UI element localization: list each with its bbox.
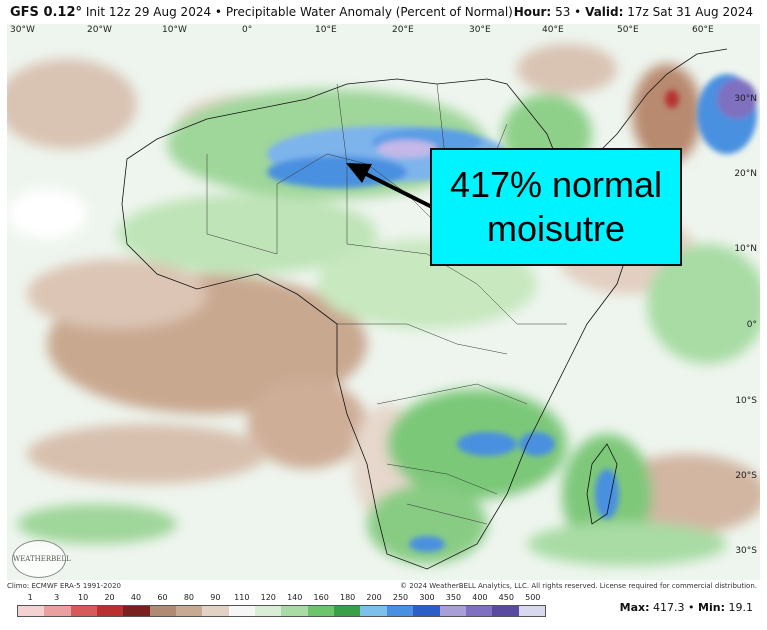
max-value: 417.3	[653, 601, 685, 614]
color-scale-swatch	[281, 606, 308, 616]
color-scale-label: 300	[419, 593, 435, 602]
longitude-label: 20°E	[392, 25, 414, 35]
color-scale-swatch	[44, 606, 71, 616]
latitude-label: 20°S	[735, 471, 757, 481]
max-min-stats: Max: 417.3 • Min: 19.1	[620, 601, 753, 614]
valid-time: 17z Sat 31 Aug 2024	[627, 5, 753, 19]
forecast-time: Hour: 53 • Valid: 17z Sat 31 Aug 2024	[514, 5, 753, 19]
color-scale-label: 1	[27, 593, 33, 602]
climatology-note: Climo: ECMWF ERA-5 1991-2020	[7, 582, 121, 590]
color-scale-label: 500	[525, 593, 541, 602]
color-scale-label: 120	[260, 593, 276, 602]
color-scale-swatch	[334, 606, 361, 616]
color-scale-bar	[17, 605, 546, 617]
copyright-note: © 2024 WeatherBELL Analytics, LLC. All r…	[400, 582, 757, 590]
latitude-label: 0°	[746, 320, 757, 330]
color-scale-swatch	[386, 606, 414, 616]
separator: •	[574, 5, 582, 19]
init-time: Init 12z 29 Aug 2024	[85, 5, 212, 19]
header: GFS 0.12° Init 12z 29 Aug 2024 • Precipi…	[0, 0, 767, 24]
valid-label: Valid:	[585, 5, 624, 19]
color-scale-label: 90	[210, 593, 221, 602]
color-scale-swatch	[176, 606, 203, 616]
color-scale-swatch	[123, 606, 150, 616]
color-scale-label: 400	[472, 593, 488, 602]
longitude-label: 50°E	[617, 25, 639, 35]
longitude-label: 10°W	[162, 25, 187, 35]
hour-label: Hour:	[513, 5, 552, 19]
longitude-label: 0°	[242, 25, 253, 35]
color-scale-label: 140	[287, 593, 303, 602]
color-scale-label: 60	[157, 593, 168, 602]
color-scale-swatch	[413, 606, 440, 616]
latitude-label: 10°N	[734, 244, 757, 254]
color-scale-swatch	[202, 606, 229, 616]
color-scale-swatch	[228, 606, 256, 616]
color-scale-label: 40	[130, 593, 142, 602]
longitude-label: 30°W	[10, 25, 35, 35]
weatherbell-logo: WEATHERBELL	[12, 540, 71, 578]
anomaly-map[interactable]: 30°W 20°W 10°W 0° 10°E 20°E 30°E 40°E 50…	[7, 24, 760, 580]
max-label: Max:	[619, 601, 650, 614]
color-scale-label: 450	[498, 593, 514, 602]
color-scale-label: 160	[313, 593, 329, 602]
coastlines	[121, 48, 728, 570]
latitude-label: 30°N	[734, 94, 757, 104]
latitude-label: 20°N	[734, 169, 757, 179]
color-scale-swatch	[465, 606, 493, 616]
color-scale-swatch	[97, 606, 124, 616]
annotation-callout: 417% normal moisutre	[430, 148, 682, 266]
callout-line-2: moisutre	[486, 208, 626, 249]
color-scale-label: 80	[183, 593, 195, 602]
map-canvas	[7, 24, 760, 580]
color-scale-swatch	[70, 606, 98, 616]
color-scale-swatch	[518, 606, 545, 616]
latitude-label: 10°S	[735, 396, 757, 406]
color-scale-label: 20	[104, 593, 115, 602]
longitude-label: 10°E	[315, 25, 337, 35]
color-scale-label: 10	[78, 593, 89, 602]
min-label: Min:	[698, 601, 725, 614]
color-scale-label: 200	[366, 593, 382, 602]
color-scale-swatch	[360, 606, 387, 616]
longitude-label: 60°E	[692, 25, 714, 35]
color-scale-swatch	[255, 606, 282, 616]
latitude-label: 30°S	[735, 546, 757, 556]
longitude-label: 20°W	[87, 25, 112, 35]
color-scale-labels: 1 3 10 20 40 60 80 90 110 120 140 160 180 200 250 300 35…	[17, 593, 546, 604]
arrow-head	[346, 163, 372, 183]
separator: •	[688, 601, 695, 614]
color-scale-label: 180	[339, 593, 356, 602]
callout-line-1: 417% normal	[449, 164, 663, 205]
model-name: GFS 0.12°	[10, 5, 83, 20]
longitude-label: 30°E	[469, 25, 491, 35]
color-scale-swatch	[307, 606, 335, 616]
color-scale-label: 3	[54, 593, 60, 602]
color-scale-swatch	[18, 606, 45, 616]
hour-value: 53	[555, 5, 571, 19]
longitude-label: 40°E	[542, 25, 564, 35]
color-scale-label: 250	[392, 593, 409, 602]
separator: •	[214, 5, 222, 19]
title-bar: GFS 0.12° Init 12z 29 Aug 2024 • Precipi…	[10, 5, 513, 20]
color-scale: 1 3 10 20 40 60 80 90 110 120 140 160 180 200 250 300 35…	[17, 593, 546, 617]
color-scale-swatch	[149, 606, 177, 616]
color-scale-swatch	[492, 606, 519, 616]
product-name: Precipitable Water Anomaly (Percent of N…	[225, 5, 513, 19]
color-scale-label: 350	[445, 593, 462, 602]
color-scale-label: 110	[234, 593, 250, 602]
color-scale-swatch	[439, 606, 466, 616]
min-value: 19.1	[728, 601, 754, 614]
arrow-shaft	[361, 170, 433, 209]
